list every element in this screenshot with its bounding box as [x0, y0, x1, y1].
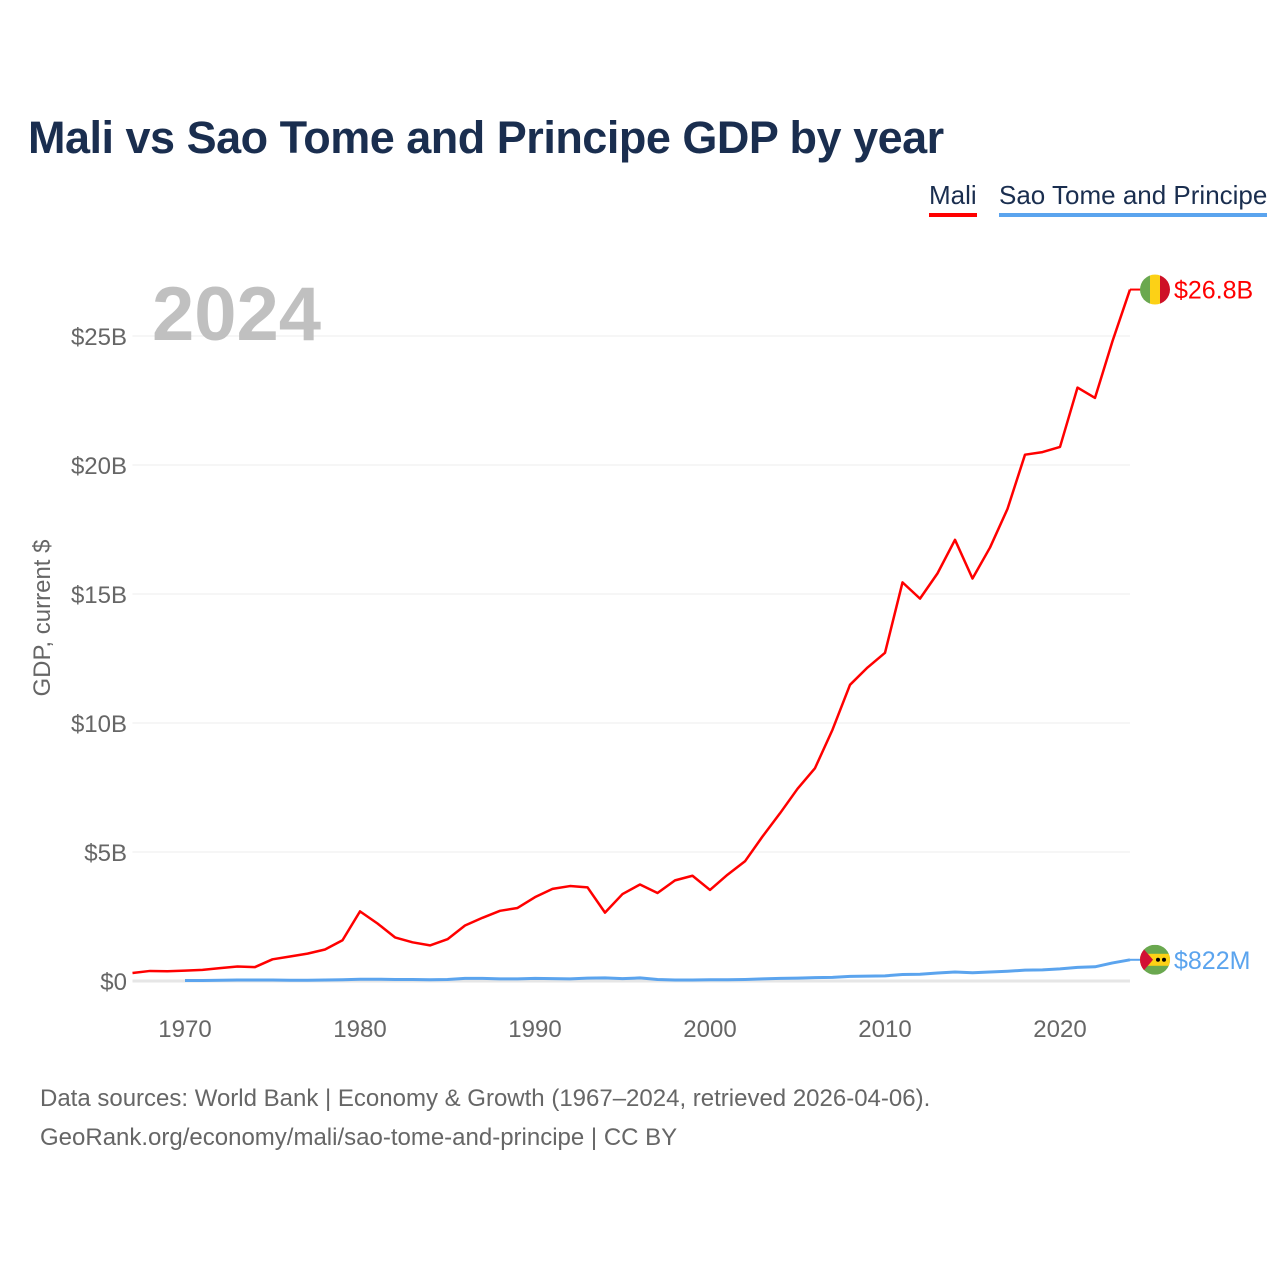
x-tick-label: 1970: [158, 1016, 211, 1043]
series-line-sao-tome: [185, 958, 1131, 982]
year-watermark: 2024: [152, 272, 321, 357]
chart-title: Mali vs Sao Tome and Principe GDP by yea…: [28, 112, 944, 163]
end-value-label: $26.8B: [1174, 277, 1253, 305]
x-tick-label: 2020: [1033, 1016, 1086, 1043]
x-tick-label: 1990: [508, 1016, 561, 1043]
end-value-label: $822M: [1174, 947, 1250, 975]
y-tick-label: $15B: [71, 582, 127, 609]
series-line-mali: [132, 289, 1132, 975]
footer-link[interactable]: GeoRank.org/economy/mali/sao-tome-and-pr…: [40, 1124, 678, 1151]
x-tick-label: 2010: [858, 1016, 911, 1043]
y-tick-label: $10B: [71, 711, 127, 738]
y-tick-label: $0: [100, 969, 127, 996]
sao-tome-flag-icon: [1140, 944, 1170, 975]
y-axis-label: GDP, current $: [29, 540, 56, 697]
footer-sources: Data sources: World Bank | Economy & Gro…: [40, 1085, 931, 1112]
mali-flag-icon: [1140, 274, 1170, 305]
y-tick-label: $5B: [84, 840, 127, 867]
legend-item-sao-tome[interactable]: Sao Tome and Principe: [999, 180, 1268, 217]
y-tick-label: $20B: [71, 453, 127, 480]
x-tick-label: 2000: [683, 1016, 736, 1043]
legend-item-mali[interactable]: Mali: [929, 180, 977, 217]
y-tick-label: $25B: [71, 324, 127, 351]
x-tick-label: 1980: [333, 1016, 386, 1043]
